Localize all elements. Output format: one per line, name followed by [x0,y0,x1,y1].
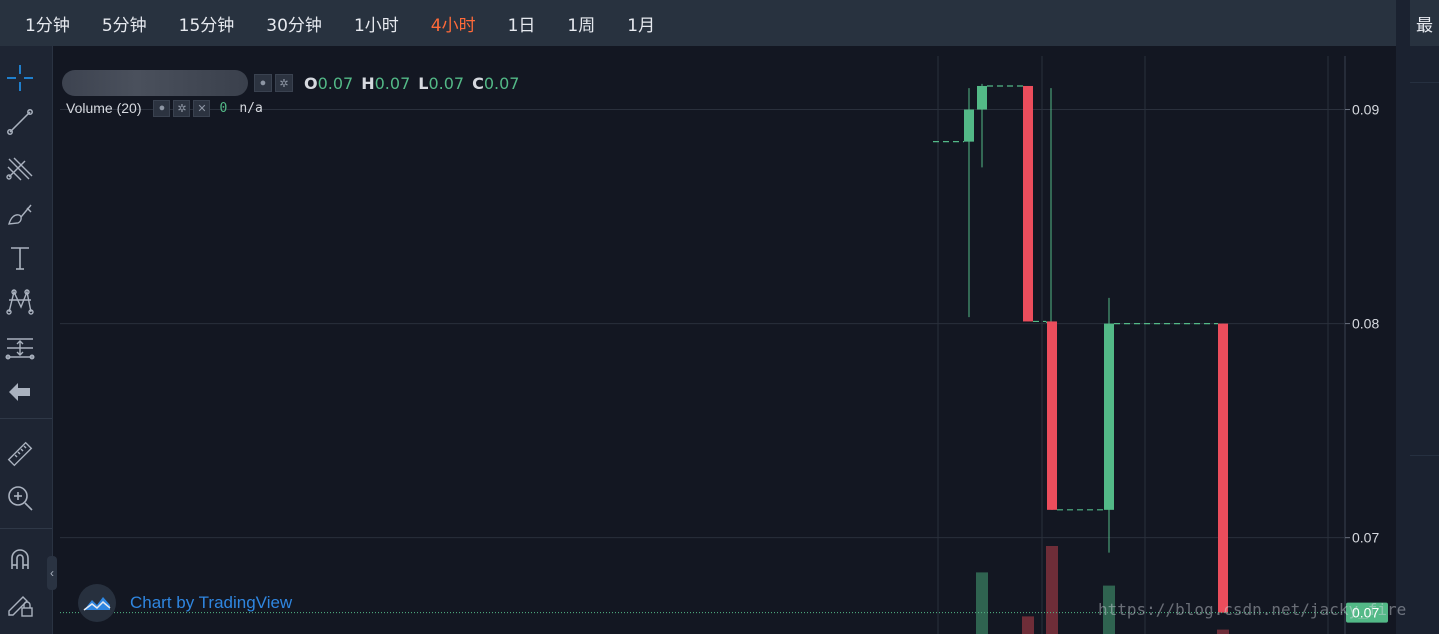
zoom-in-icon[interactable] [4,482,36,514]
gear-icon[interactable]: ✲ [173,99,191,117]
chart-background [60,56,1388,634]
symbol-name-blurred [62,70,248,96]
candle-body [1218,323,1228,613]
ruler-icon[interactable] [4,438,36,470]
eye-icon[interactable]: ● [153,99,171,117]
trend-line-icon[interactable] [4,106,36,138]
timeframe-15min[interactable]: 15分钟 [178,15,235,36]
volume-bar [1022,616,1034,634]
drawing-toolbar [0,46,53,634]
gear-icon[interactable]: ✲ [275,74,293,92]
last-price-label: 0.07 [1352,605,1379,621]
pitchfork-icon[interactable] [4,152,36,184]
volume-bar [976,572,988,634]
toolbar-divider [0,528,52,529]
measure-lines-icon[interactable] [4,332,36,364]
timeframe-4hour[interactable]: 4小时 [430,15,476,36]
right-panel-header-label: 最 [1416,15,1433,36]
timeframe-30min[interactable]: 30分钟 [266,15,322,36]
series-legend: ● ✲ O0.07 H0.07 L0.07 C0.07 [62,70,519,96]
toolbar-divider [0,418,52,419]
brush-icon[interactable] [4,198,36,230]
ohlc-low: L0.07 [418,73,465,93]
crosshair-icon[interactable] [4,62,36,94]
candle-body [964,109,974,142]
ohlc-open: O0.07 [304,73,354,93]
timeframe-1day[interactable]: 1日 [507,15,536,36]
close-icon[interactable]: ✕ [193,99,211,117]
text-icon[interactable] [4,242,36,274]
last-price-tag [1346,602,1388,623]
candle-body [1104,323,1114,510]
tradingview-credit[interactable]: Chart by TradingView [78,584,292,622]
price-chart[interactable]: 0.09 0.08 0.07 0.07 [60,56,1388,634]
volume-bar [1046,546,1058,634]
right-panel-divider [1410,455,1439,456]
timeframe-toolbar: 1分钟 5分钟 15分钟 30分钟 1小时 4小时 1日 1周 1月 [0,0,1396,46]
timeframe-5min[interactable]: 5分钟 [101,15,147,36]
candle-body [1047,321,1057,510]
axis-tick-label: 0.07 [1352,530,1379,546]
pattern-icon[interactable] [4,286,36,318]
candle-body [977,85,987,110]
right-side-panel: 最 [1396,0,1439,634]
collapse-toolbar-button[interactable]: ‹ [47,556,57,590]
volume-label: Volume (20) [66,100,142,116]
blog-watermark: https://blog.csdn.net/jacky_fire [1098,600,1407,619]
lock-pen-icon[interactable] [4,588,36,620]
volume-legend: Volume (20) ● ✲ ✕ 0 n/a [66,99,263,117]
ohlc-close: C0.07 [472,73,520,93]
timeframe-1month[interactable]: 1月 [627,15,656,36]
volume-bar [1217,629,1229,634]
volume-value: 0 [219,100,228,116]
chart-area[interactable]: 0.09 0.08 0.07 0.07 [60,56,1388,634]
eye-icon[interactable]: ● [254,74,272,92]
credit-text: Chart by TradingView [130,593,293,612]
axis-tick-label: 0.08 [1352,316,1379,332]
right-panel-divider [1410,82,1439,83]
tradingview-logo-icon [78,584,116,622]
volume-na: n/a [239,100,263,116]
ohlc-high: H0.07 [361,73,411,93]
timeframe-1min[interactable]: 1分钟 [25,15,70,36]
magnet-icon[interactable] [4,544,36,576]
back-arrow-icon[interactable] [4,376,36,408]
right-panel-header[interactable]: 最 [1410,0,1439,46]
candle-body [1023,85,1033,322]
volume-bar [1103,585,1115,634]
timeframe-1hour[interactable]: 1小时 [353,15,399,36]
timeframe-1week[interactable]: 1周 [567,15,596,36]
axis-tick-label: 0.09 [1352,102,1379,118]
